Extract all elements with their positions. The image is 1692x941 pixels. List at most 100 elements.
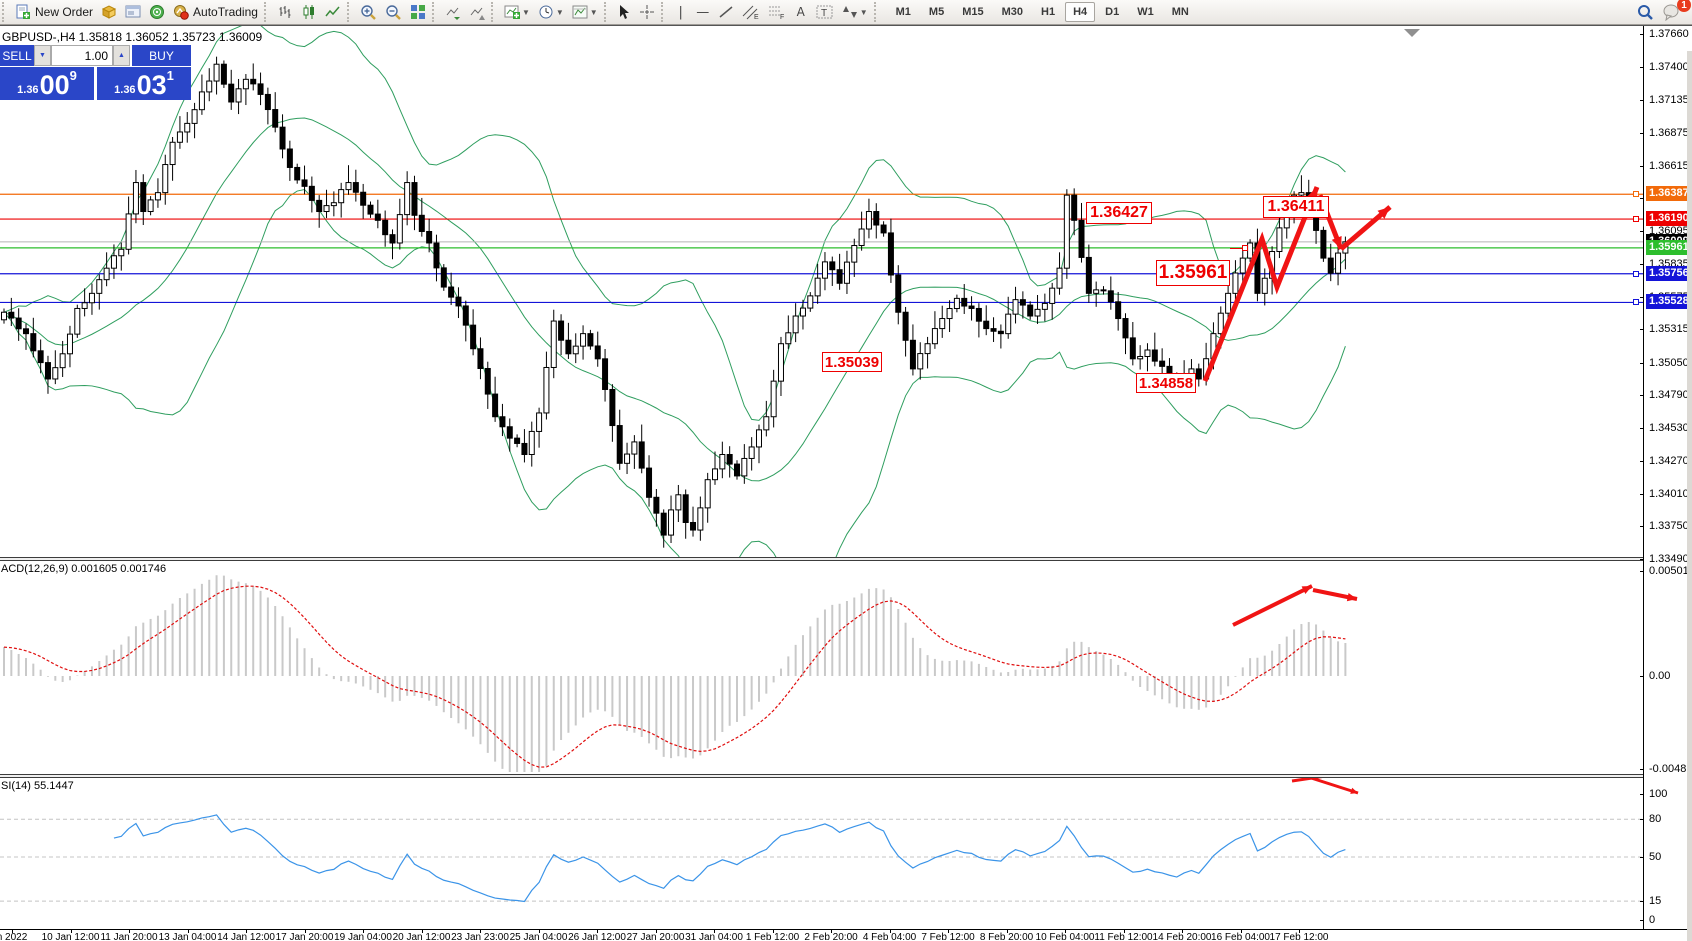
macd-signal-line [3,585,1346,768]
tile-windows-button[interactable] [406,1,430,23]
rsi-indicator-label: SI(14) 55.1447 [1,780,74,792]
auto-scroll-button[interactable] [441,1,465,23]
time-tickmark [70,930,72,933]
time-axis-label: 4 Feb 04:00 [862,932,917,941]
svg-text:T: T [821,8,827,19]
market-watch-button[interactable] [97,1,121,23]
toolbar-separator [660,2,668,22]
line-chart-button[interactable] [321,1,345,23]
arrows-icon [842,4,858,20]
buy-price-quote[interactable]: 1.36 03 1 [97,67,191,100]
price-chart[interactable] [0,26,1643,557]
trend-arrow[interactable] [1307,778,1359,795]
templates-button[interactable]: ▼ [568,1,602,23]
svg-text:F: F [780,14,784,20]
one-click-trading-panel: SELL ▼ ▲ BUY 1.36 00 9 1.36 03 1 [0,45,191,100]
toolbar-separator [263,2,271,22]
periods-button[interactable]: ▼ [534,1,568,23]
time-tickmark [1006,930,1008,933]
time-tickmark [831,930,832,933]
volume-input[interactable] [51,45,113,66]
right-scrollbar[interactable] [1687,51,1692,941]
volume-increase-button[interactable]: ▲ [113,45,130,66]
navigator-icon [125,4,141,20]
sell-price-main: 00 [39,70,70,100]
price-axis[interactable] [1643,26,1692,929]
sell-price-pip: 9 [69,68,77,83]
timeframe-m5[interactable]: M5 [928,6,945,18]
trend-arrow-head [1377,207,1390,219]
toolbar-separator [603,2,611,22]
timeframe-h4[interactable]: H4 [1065,2,1096,22]
label-tool-button[interactable]: T [812,1,838,23]
line-chart-icon [325,4,341,20]
channel-tool-button[interactable]: E [738,1,764,23]
buy-price-main: 03 [136,70,167,100]
time-axis-label: 20 Jan 12:00 [392,932,451,941]
cursor-icon [617,4,631,20]
notifications-icon [1662,3,1682,21]
bar-chart-button[interactable] [273,1,297,23]
chart-shift-icon [469,4,485,20]
time-tickmark [948,930,949,933]
sell-price-base: 1.36 [17,84,39,96]
time-tickmark [1299,930,1300,933]
sell-button[interactable]: SELL [0,45,34,66]
new-order-label: New Order [35,5,94,19]
horizontal-line-tool-button[interactable]: — [692,1,714,23]
panel-splitter[interactable] [0,774,1692,778]
autotrading-button[interactable]: AutoTrading [169,1,262,23]
crosshair-tool-button[interactable] [635,1,659,23]
chart-ohlc-title: GBPUSD-,H4 1.35818 1.36052 1.35723 1.360… [2,30,263,44]
candlestick-chart-button[interactable] [297,1,321,23]
timeframe-m15[interactable]: M15 [962,6,984,18]
timeframe-m30[interactable]: M30 [1001,6,1024,18]
vertical-line-tool-button[interactable]: | [670,1,692,23]
trendline-tool-button[interactable] [714,1,738,23]
time-tickmark [363,930,364,933]
navigator-button[interactable] [121,1,145,23]
time-tickmark [772,930,774,933]
trend-arrow[interactable] [1202,186,1320,382]
time-axis-label: 19 Jan 04:00 [334,932,392,941]
timeframe-h1[interactable]: H1 [1041,6,1056,18]
rsi-panel[interactable] [0,778,1643,929]
time-axis-label: 7 Feb 12:00 [921,932,975,941]
sell-price-quote[interactable]: 1.36 00 9 [0,67,94,100]
zoom-out-icon [385,4,402,21]
buy-button[interactable]: BUY [132,45,191,66]
cursor-tool-button[interactable] [613,1,635,23]
terminal-button[interactable] [145,1,169,23]
time-axis-label: 10 Feb 04:00 [1035,932,1095,941]
chart-shift-button[interactable] [465,1,489,23]
zoom-in-button[interactable] [356,1,381,23]
timeframe-w1[interactable]: W1 [1137,6,1154,18]
arrows-tool-button[interactable]: ▼ [838,1,872,23]
trend-arrow[interactable] [1232,584,1313,627]
text-tool-button[interactable]: A [790,1,812,23]
templates-icon [572,4,588,20]
timeframe-m1[interactable]: M1 [895,6,911,18]
notifications-button[interactable]: 1 [1658,0,1691,23]
time-axis-label: 16 Feb 04:00 [1211,932,1270,941]
panel-splitter[interactable] [0,557,1692,561]
new-order-button[interactable]: New Order [11,1,97,23]
macd-panel[interactable] [0,561,1643,774]
chart-shift-marker[interactable] [1404,29,1420,37]
rsi-line [113,814,1346,903]
zoom-out-button[interactable] [381,1,406,23]
search-button[interactable] [1632,1,1658,23]
label-icon: T [816,4,834,20]
time-tickmark [129,930,130,933]
time-axis-label: 13 Jan 04:00 [158,932,217,941]
indicators-button[interactable]: ▼ [500,1,534,23]
timeframe-d1[interactable]: D1 [1105,6,1120,18]
time-tickmark [1240,930,1242,933]
trend-arrow[interactable] [1291,778,1353,783]
timeframe-mn[interactable]: MN [1171,6,1189,18]
toolbar-separator [873,2,881,22]
auto-scroll-icon [445,4,461,20]
fibonacci-tool-button[interactable]: F [764,1,790,23]
volume-decrease-button[interactable]: ▼ [34,45,51,66]
